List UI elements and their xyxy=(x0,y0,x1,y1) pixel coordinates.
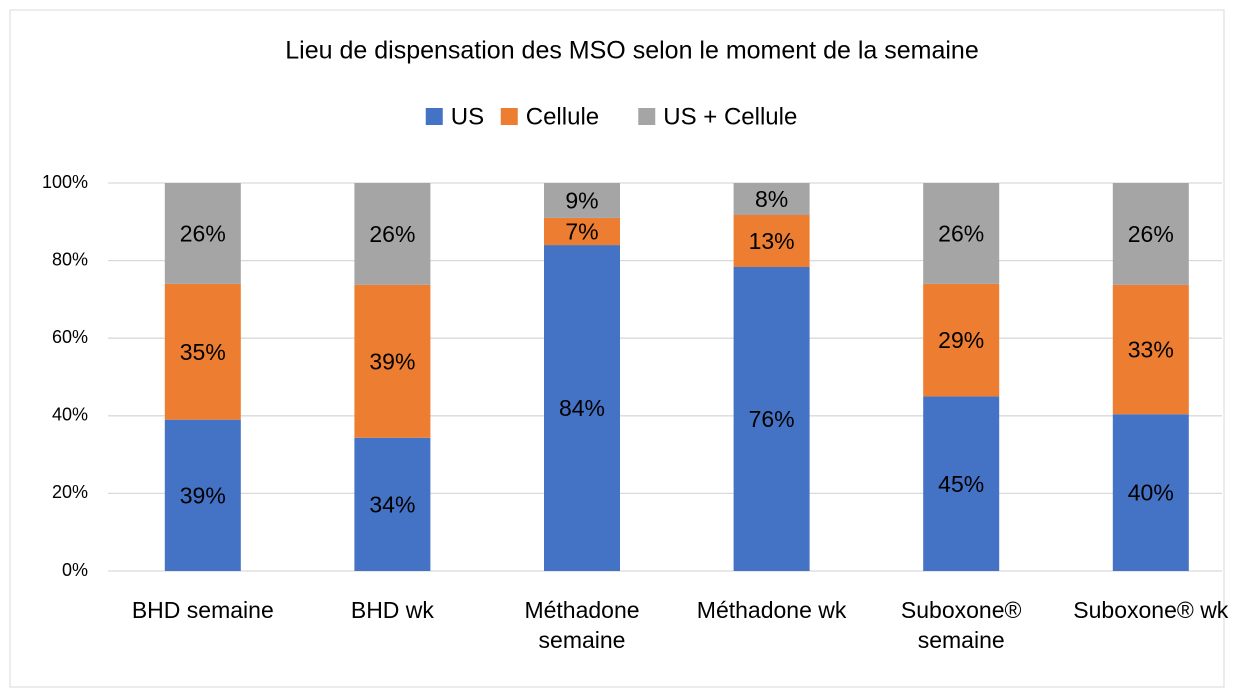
bar-segment xyxy=(544,183,620,218)
data-label: 13% xyxy=(749,228,795,254)
y-tick-label: 40% xyxy=(52,405,88,425)
bar-segment xyxy=(1112,183,1189,285)
x-tick-label: Méthadone semaine xyxy=(524,597,640,653)
x-tick-label: Suboxone® wk xyxy=(1073,597,1229,623)
y-tick-label: 80% xyxy=(52,249,88,269)
data-label: 45% xyxy=(938,471,984,497)
legend-label: US xyxy=(451,103,484,130)
data-label: 29% xyxy=(938,327,984,353)
bar-segment xyxy=(164,419,241,571)
chart-title: Lieu de dispensation des MSO selon le mo… xyxy=(285,37,978,65)
bar-segment xyxy=(354,437,431,571)
bar-segment xyxy=(1112,414,1189,571)
bar-segment xyxy=(544,245,620,571)
legend-swatch xyxy=(425,108,443,125)
data-label: 8% xyxy=(755,186,788,212)
legend-label: Cellule xyxy=(526,103,599,130)
y-tick-label: 60% xyxy=(52,327,88,347)
bar-segment xyxy=(923,396,1000,571)
data-label: 35% xyxy=(180,339,226,365)
data-label: 39% xyxy=(180,482,226,508)
bar-segment xyxy=(354,284,431,438)
y-tick-label: 20% xyxy=(52,482,88,502)
y-tick-label: 0% xyxy=(62,560,88,580)
data-label: 26% xyxy=(180,221,226,247)
data-label: 26% xyxy=(369,221,415,247)
data-label: 33% xyxy=(1128,337,1174,363)
data-label: 40% xyxy=(1128,480,1174,506)
bar-segment xyxy=(354,183,431,285)
data-label: 84% xyxy=(559,395,605,421)
data-label: 9% xyxy=(565,188,598,214)
bar-segment xyxy=(164,283,241,420)
bar-segment xyxy=(733,215,810,267)
x-tick-label: BHD wk xyxy=(350,597,434,623)
x-tick-label: Méthadone wk xyxy=(696,597,847,623)
data-label: 26% xyxy=(1128,221,1174,247)
bar-segment xyxy=(1112,284,1189,415)
bar-segment xyxy=(164,183,241,284)
x-tick-label: Suboxone® semaine xyxy=(900,597,1022,653)
bar-segment xyxy=(544,217,620,246)
legend-swatch xyxy=(638,108,656,125)
bar-segment xyxy=(733,267,810,571)
legend-label: US + Cellule xyxy=(663,103,797,130)
y-tick-label: 100% xyxy=(42,172,88,192)
data-label: 76% xyxy=(749,406,795,432)
data-label: 39% xyxy=(369,348,415,374)
data-label: 7% xyxy=(565,219,598,245)
data-label: 26% xyxy=(938,221,984,247)
x-tick-label: BHD semaine xyxy=(131,597,274,623)
bar-segment xyxy=(923,283,1000,397)
bar-segment xyxy=(733,183,810,215)
bar-segment xyxy=(923,183,1000,284)
data-label: 34% xyxy=(369,491,415,517)
legend-swatch xyxy=(500,108,518,125)
